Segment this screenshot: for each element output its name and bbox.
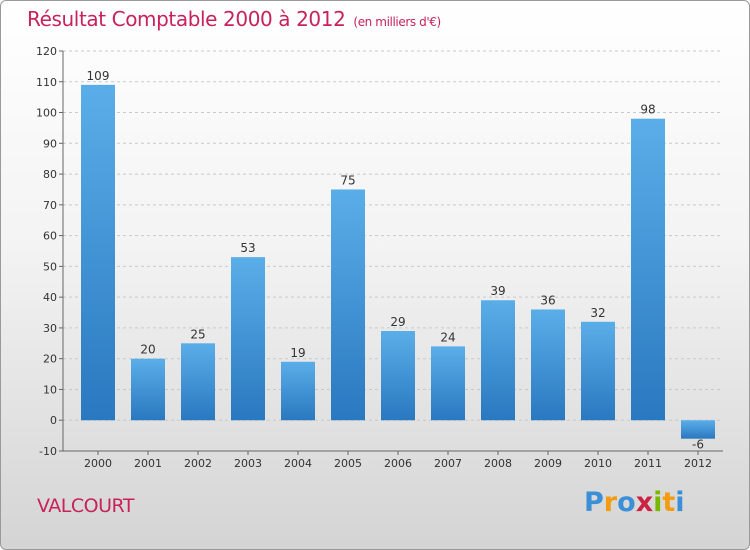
value-label-2003: 53 [240,241,255,255]
x-tick-label: 2003 [234,457,262,470]
y-tick-label: 100 [36,107,57,120]
bar-2001 [131,358,165,421]
bar-2005 [331,189,365,421]
value-label-2002: 25 [190,327,205,341]
value-label-2011: 98 [640,103,655,117]
chart-title-text: Résultat Comptable 2000 à 2012 [27,7,346,31]
unit-note: (en milliers d'€) [353,15,441,29]
value-label-2008: 39 [490,284,505,298]
x-tick-label: 2001 [134,457,162,470]
data-labels: 109 20 25 53 19 75 29 24 39 36 32 98 -6 [87,69,704,452]
town-name: VALCOURT [37,495,134,517]
value-label-2012: -6 [692,438,704,452]
x-tick-label: 2011 [634,457,662,470]
x-tick-label: 2005 [334,457,362,470]
proxiti-logo: Proxiti [584,487,685,518]
value-label-2009: 36 [540,293,555,307]
value-label-2001: 20 [140,343,155,357]
x-tick-label: 2007 [434,457,462,470]
logo-letter: i [675,487,685,518]
y-tick-label: 70 [43,199,57,212]
bar-2012 [681,420,715,439]
y-tick-label: 40 [43,291,57,304]
y-tick-label: 30 [43,322,57,335]
x-tick-label: 2009 [534,457,562,470]
logo-letter: o [617,487,636,518]
y-tick-label: 80 [43,168,57,181]
logo-letter: r [603,487,618,518]
y-tick-label: -10 [39,445,57,458]
value-label-2007: 24 [440,330,455,344]
value-label-2010: 32 [590,306,605,320]
y-tick-label: 60 [43,230,57,243]
y-tick-label: 90 [43,137,57,150]
logo-letter: i [653,487,663,518]
bar-2009 [531,309,565,421]
x-tick-label: 2010 [584,457,612,470]
value-label-2006: 29 [390,315,405,329]
bars [81,84,715,439]
chart-title: Résultat Comptable 2000 à 2012 (en millie… [27,7,441,31]
logo-letter: t [662,487,676,518]
logo-letter: P [584,487,604,518]
bar-2000 [81,84,115,421]
value-label-2000: 109 [87,69,110,83]
y-tick-label: 0 [50,414,57,427]
y-tick-label: 20 [43,353,57,366]
x-tick-label: 2002 [184,457,212,470]
y-tick-label: 10 [43,383,57,396]
y-tick-label: 120 [36,45,57,58]
x-tick-label: 2000 [84,457,112,470]
bar-2003 [231,257,265,421]
value-label-2004: 19 [290,346,305,360]
bar-2010 [581,321,615,421]
bar-2008 [481,300,515,421]
y-tick-label: 50 [43,260,57,273]
x-tick-label: 2004 [284,457,312,470]
bar-2004 [281,361,315,421]
axes: -10 0 10 20 30 40 50 60 70 80 90 100 110 120 2000 2001 2… [36,45,723,470]
bar-2007 [431,346,465,421]
y-tick-label: 110 [36,76,57,89]
value-label-2005: 75 [340,173,355,187]
bar-2002 [181,343,215,421]
x-tick-label: 2008 [484,457,512,470]
bar-2011 [631,118,665,421]
x-tick-label: 2006 [384,457,412,470]
bar-2006 [381,331,415,421]
x-tick-label: 2012 [684,457,712,470]
logo-letter: x [635,487,654,518]
